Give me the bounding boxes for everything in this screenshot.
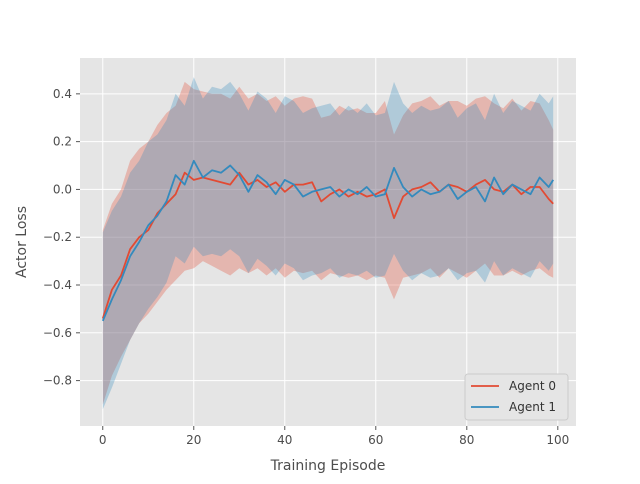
- legend: Agent 0 Agent 1: [464, 373, 569, 421]
- y-tick-label: −0.4: [43, 278, 72, 292]
- x-tick-label: 100: [546, 433, 569, 447]
- plot-area: [80, 58, 576, 426]
- x-tick-label: 40: [277, 433, 292, 447]
- y-tick-label: 0.4: [53, 87, 72, 101]
- axis-ticks: 0 20 40 60 80 100 −0.8 −0.6 −0.4 −0.2 0.0 0.2 0.4: [43, 87, 569, 447]
- x-tick-label: 0: [99, 433, 107, 447]
- series-lines: [101, 159, 554, 322]
- x-tick-label: 80: [459, 433, 474, 447]
- y-tick-label: −0.8: [43, 374, 72, 388]
- confidence-bands: [102, 77, 554, 410]
- legend-label-agent-0: Agent 0: [509, 379, 556, 393]
- y-tick-label: −0.2: [43, 230, 72, 244]
- y-axis-label: Actor Loss: [14, 206, 30, 278]
- x-tick-label: 60: [368, 433, 383, 447]
- line-agent-1: [101, 159, 554, 322]
- line-agent-0: [101, 171, 554, 319]
- y-tick-label: 0.0: [53, 182, 72, 196]
- legend-label-agent-1: Agent 1: [509, 400, 556, 414]
- band-agent-0: [102, 81, 554, 405]
- x-axis-label: Training Episode: [270, 458, 386, 474]
- band-agent-1: [102, 77, 554, 410]
- x-tick-label: 20: [186, 433, 201, 447]
- y-tick-label: 0.2: [53, 135, 72, 149]
- y-tick-label: −0.6: [43, 326, 72, 340]
